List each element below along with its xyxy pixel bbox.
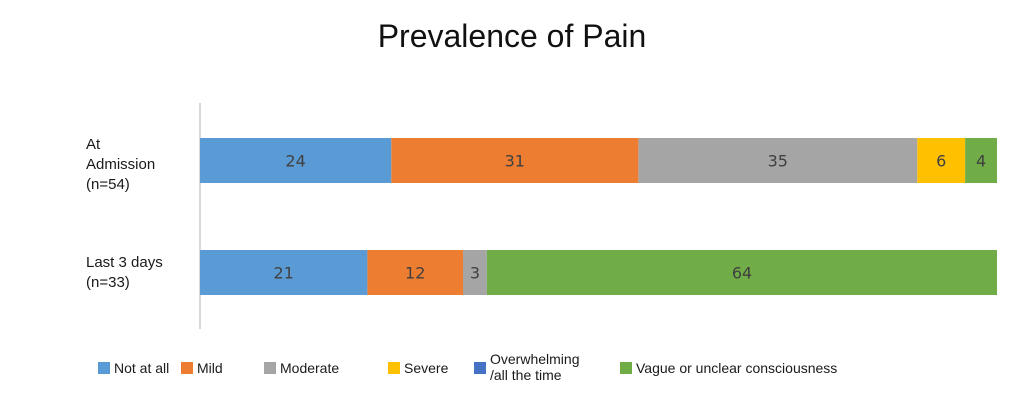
legend-swatch	[98, 362, 110, 374]
legend-swatch	[264, 362, 276, 374]
data-label: 24	[285, 152, 305, 171]
data-label: 21	[274, 264, 294, 283]
legend-label: Mild	[197, 360, 223, 376]
category-label-at-admission: At Admission (n=54)	[86, 136, 156, 193]
bar-segment	[200, 250, 368, 295]
data-label: 12	[405, 264, 425, 283]
legend-label: Moderate	[280, 360, 340, 376]
legend-swatch	[620, 362, 632, 374]
legend-label: Vague or unclear consciousness	[636, 360, 838, 376]
bar-segment	[200, 138, 392, 183]
legend-swatch	[388, 362, 400, 374]
bar-segment	[638, 138, 918, 183]
chart-title: Prevalence of Pain	[377, 18, 647, 54]
legend-label: Not at all	[114, 360, 170, 376]
legend-swatch	[474, 362, 486, 374]
data-label: 35	[768, 152, 788, 171]
bar-segment	[486, 250, 997, 295]
category-label-last-3-days: Last 3 days (n=33)	[86, 254, 163, 291]
legend-swatch	[181, 362, 193, 374]
bar-segment	[917, 138, 966, 183]
data-label: 3	[470, 264, 480, 283]
bar-segment	[965, 138, 997, 183]
data-label: 6	[936, 152, 946, 171]
data-label: 31	[505, 152, 525, 171]
category-axis-line	[199, 103, 201, 329]
bar-segment	[391, 138, 639, 183]
legend-label: Severe	[404, 360, 449, 376]
legend-label: Overwhelming /all the time	[490, 351, 580, 383]
bar-segment	[463, 250, 487, 295]
data-label: 4	[976, 152, 986, 171]
bar-segment	[367, 250, 463, 295]
data-label: 64	[732, 264, 752, 283]
